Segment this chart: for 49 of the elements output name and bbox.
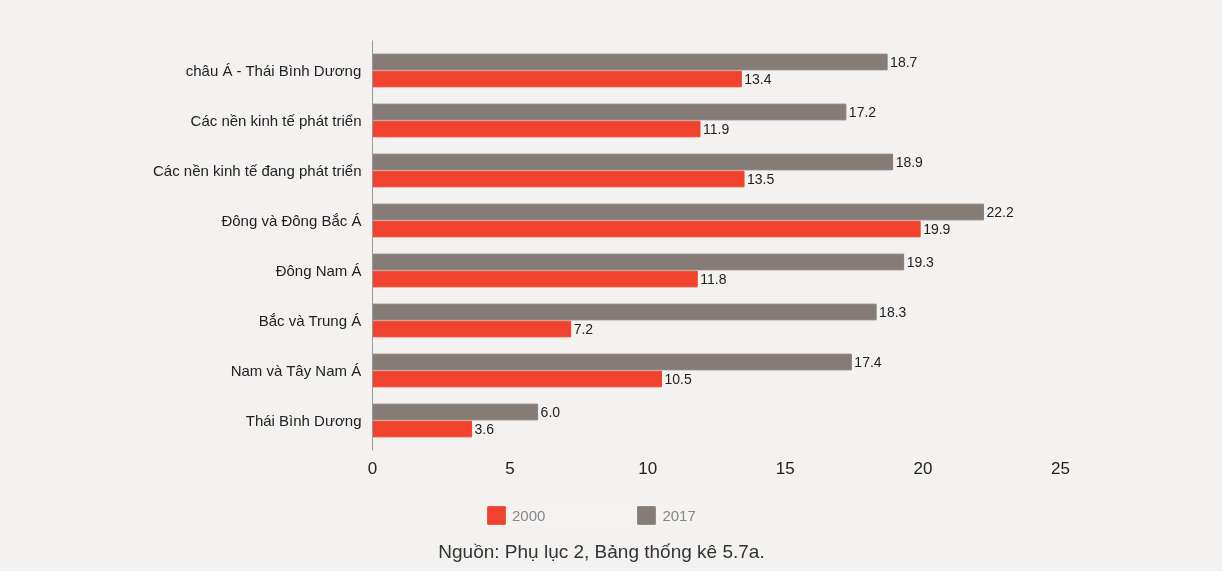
y-tick-label: Đông Nam Á (275, 262, 362, 279)
bar (372, 370, 662, 388)
data-label: 18.7 (890, 54, 918, 70)
data-label: 11.9 (702, 121, 730, 137)
data-label: 3.6 (474, 421, 495, 437)
bar (372, 303, 877, 321)
y-tick-label: Bắc và Trung Á (258, 312, 362, 329)
data-label: 18.9 (895, 154, 924, 170)
legend-label: 2000 (512, 506, 546, 524)
y-tick-label: Các nền kinh tế phát triển (190, 112, 362, 129)
data-label: 7.2 (573, 321, 594, 337)
data-label: 6.0 (540, 404, 561, 420)
x-tick-label: 0 (367, 458, 378, 478)
y-tick-label: châu Á - Thái Bình Dương (185, 62, 362, 79)
data-label: 19.3 (906, 254, 935, 270)
bar (372, 170, 745, 188)
y-tick-label: Các nền kinh tế đang phát triển (153, 162, 362, 179)
bar (372, 203, 984, 221)
x-tick-label: 25 (1051, 458, 1070, 478)
bar (372, 420, 473, 438)
bar (372, 120, 701, 138)
bar (372, 153, 894, 171)
text: Nguồn: Phụ lục 2, Bảng thống kê 5.7a. (438, 540, 765, 562)
bar (372, 70, 742, 88)
data-label: 13.4 (744, 71, 772, 87)
bar (372, 253, 905, 271)
bar (372, 220, 921, 238)
data-label: 13.5 (747, 171, 775, 187)
data-label: 17.4 (854, 354, 882, 370)
y-tick-label: Thái Bình Dương (245, 412, 362, 429)
legend-label: 2017 (662, 506, 696, 524)
y-tick-label: Đông và Đông Bắc Á (221, 212, 362, 229)
bar (372, 320, 572, 338)
data-label: 11.8 (700, 271, 727, 287)
data-label: 22.2 (986, 204, 1014, 220)
bar (372, 403, 539, 421)
data-label: 19.9 (923, 221, 951, 237)
data-label: 17.2 (848, 104, 877, 120)
data-label: 18.3 (879, 304, 907, 320)
x-tick-label: 5 (505, 458, 515, 478)
x-tick-label: 20 (913, 458, 933, 478)
x-tick-label: 10 (638, 458, 658, 478)
bar (372, 53, 888, 71)
bar (372, 103, 847, 121)
bar (372, 353, 852, 371)
y-tick-label: Nam và Tây Nam Á (230, 362, 362, 379)
data-label: 10.5 (664, 371, 692, 387)
x-tick-label: 15 (775, 458, 795, 478)
bar (372, 270, 698, 288)
